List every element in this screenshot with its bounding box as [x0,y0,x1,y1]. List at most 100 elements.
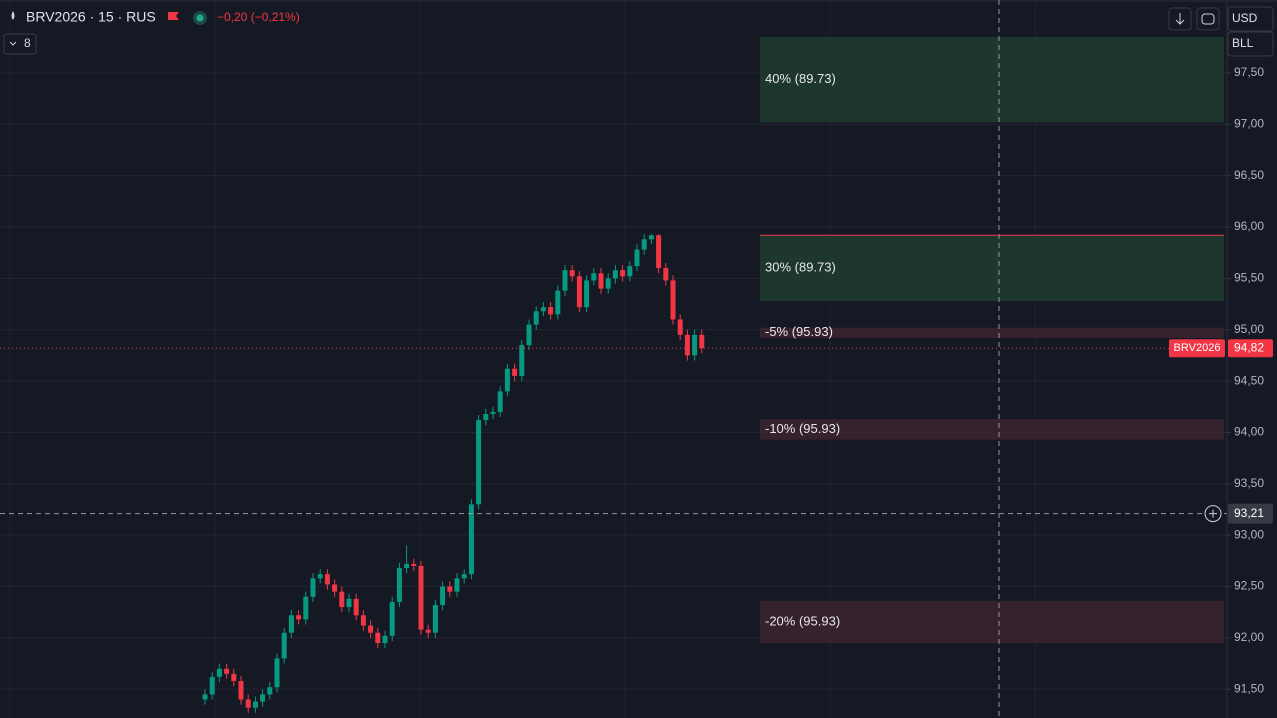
zone [760,600,1224,644]
last-price-name: BRV2026 [1174,342,1221,354]
plot: 40% (89.73) 30% (89.73) -5% (95.93) -10% (9… [0,36,1227,713]
candle-body [461,574,467,579]
candle-body [382,635,388,644]
zone [760,235,1224,301]
currency: USD [1232,11,1258,25]
last-price-name-tag [1169,339,1225,358]
y-tick-label: 96,50 [1234,168,1264,182]
candle-body [663,268,669,281]
status-dot [196,14,204,22]
candle-body [612,270,618,279]
candle-body [418,565,424,630]
symbol[interactable]: BRV2026 · 15 · RUS [26,9,156,25]
currency-button[interactable] [1227,6,1274,32]
candle-body [411,563,417,566]
y-tick-label: 97,00 [1234,116,1264,130]
candle-body [324,574,330,585]
y-tick-label: 93,50 [1234,476,1264,490]
indicators-button[interactable] [3,33,37,55]
candle-body [490,411,496,414]
candle-body [310,578,316,597]
candle-body [677,319,683,335]
candle-body [468,504,474,575]
candle-body [692,334,698,356]
candle-body [360,615,366,626]
candle-body [584,280,590,308]
candle-body [670,280,676,320]
indicators-count: 8 [24,36,31,50]
candle-body [404,563,410,569]
candle-body [209,676,215,695]
candle-body [260,694,266,702]
zone [760,36,1224,123]
candle-body [627,266,633,277]
y-tick-label: 94,00 [1234,425,1264,439]
candle-body [562,270,568,291]
candle-body [432,605,438,633]
candle-body [605,278,611,289]
candle-body [497,391,503,412]
zone-label: -10% (95.93) [765,421,840,436]
candle-body [634,249,640,267]
y-tick-label: 92,00 [1234,630,1264,644]
zone [760,419,1224,440]
candle-body [591,273,597,281]
candle-body [267,687,273,695]
y-tick-label: 97,50 [1234,65,1264,79]
y-tick-label: 93,00 [1234,527,1264,541]
candle-body [425,629,431,633]
zone-label: 30% (89.73) [765,260,836,275]
candle-body [274,658,280,688]
crosshair-price: 93,21 [1234,506,1264,520]
arrow-icon [1175,13,1185,25]
y-tick-label: 92,50 [1234,579,1264,593]
candle-body [332,584,338,592]
candle-body [533,311,539,325]
change: −0,20 (−0,21%) [217,10,300,24]
y-tick-label: 91,50 [1234,681,1264,695]
y-tick-label: 95,50 [1234,271,1264,285]
candle-body [296,615,302,620]
candle-body [569,270,575,277]
candle-body [317,574,323,579]
candle-body [641,239,647,250]
chevron [9,41,17,46]
candle-body [440,586,446,606]
y-tick-label: 96,00 [1234,219,1264,233]
candle-body [576,276,582,308]
candle-body [303,596,309,620]
candle-body [620,270,626,277]
candle-body [339,591,345,608]
candle-body [281,632,287,659]
candle-body [519,345,525,376]
flag-icon[interactable] [168,12,179,20]
candle-body [512,368,518,376]
candle-body [346,598,352,608]
candle-body [252,701,258,708]
candle-body [699,334,705,349]
last-price-tag [1228,339,1273,358]
zone-label: -5% (95.93) [765,324,833,339]
candle-body [447,586,453,592]
candle-body [288,615,294,633]
zone-label: 40% (89.73) [765,71,836,86]
reset-button[interactable] [1196,7,1220,31]
candle-body [231,673,237,682]
unit-button[interactable] [1227,31,1274,57]
candle-body [548,307,554,315]
last-price: 94,82 [1234,340,1264,354]
candle-body [353,598,359,616]
candle-body [684,334,690,356]
candle-body [396,568,402,602]
candle-body [648,235,654,240]
candle-body [476,420,482,505]
candle-body [375,632,381,644]
y-tick-label: 95,00 [1234,322,1264,336]
candle-body [368,625,374,633]
candle-body [224,668,230,674]
candle-body [216,668,222,677]
candle-body [202,694,208,700]
candle-body [238,681,244,700]
